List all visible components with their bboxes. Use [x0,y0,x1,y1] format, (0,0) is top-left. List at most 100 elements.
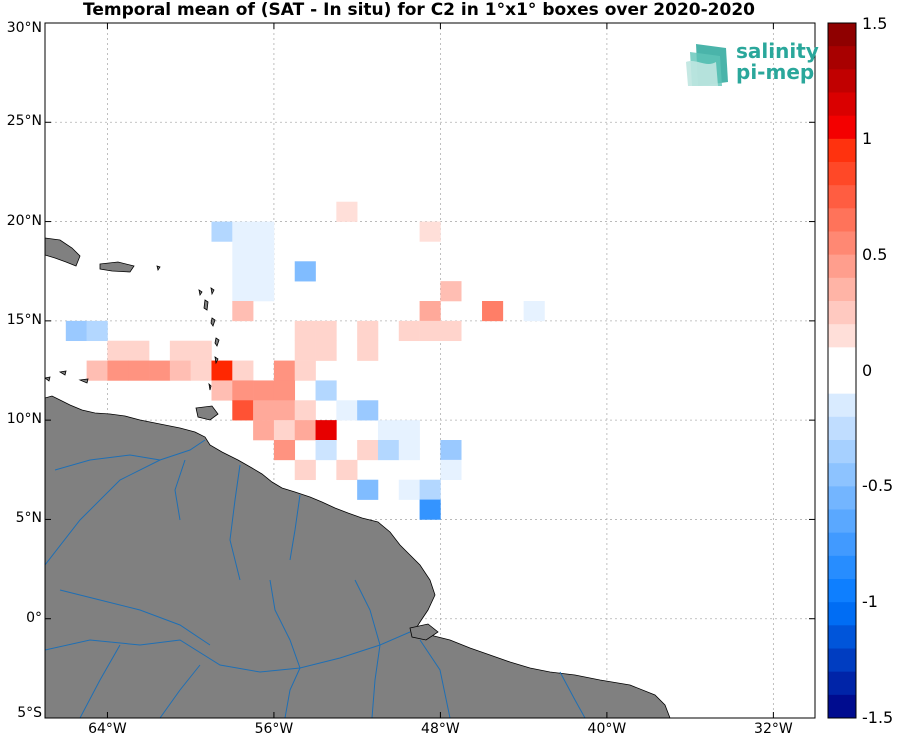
salinity-pi-mep-logo: salinity pi-mep [686,39,819,88]
marajo-island-land [409,623,439,641]
colorbar-step [828,277,856,302]
data-cell [294,420,316,441]
data-cell [315,340,337,361]
data-cell [440,440,462,461]
data-cell [232,360,254,381]
xingu-river [371,644,381,718]
caroni-river [174,459,186,521]
data-cell [273,360,296,381]
data-cell [294,360,316,381]
data-cell [107,360,129,381]
data-cell [107,340,129,361]
colorbar-step [828,671,856,696]
data-cell [232,261,254,282]
corantijn-river [289,494,301,561]
trinidad-land [195,405,219,421]
colorbar-tick-label: 1 [862,128,873,148]
data-cell [190,340,212,361]
colorbar-tick-label: 1.5 [862,14,888,33]
tocantins-river [419,639,451,718]
colorbar-tick-label: 0 [862,360,873,380]
data-cell [294,340,316,361]
orinoco-river [45,439,206,566]
data-cell [419,499,441,520]
data-cell [398,320,420,342]
colorbar-step [828,440,856,464]
y-tick-label: 15°N [6,311,42,328]
data-cell [336,459,358,481]
colorbar-step [828,370,856,395]
data-cell [273,380,296,401]
colorbar-step [828,579,856,603]
y-tick-label: 0° [26,609,42,626]
data-cell [357,440,379,461]
y-tick-label: 25°N [6,113,42,130]
colorbar-step [828,416,856,441]
aruba-curacao-land [45,370,89,384]
parnaiba-river [559,671,586,718]
x-tick-label: 56°W [254,721,294,737]
colorbar-step [828,69,856,93]
data-cell [65,320,87,342]
data-cell [169,340,191,361]
data-cell [253,261,275,282]
data-cell [86,360,108,381]
trombetas-river [269,579,301,669]
chart-title: Temporal mean of (SAT - In situ) for C2 … [83,0,755,20]
logo-text-salinity: salinity [736,39,819,63]
colorbar-step [828,393,856,418]
rivers [45,439,586,718]
colorbar-step [828,324,856,348]
colorbar-step [828,301,856,325]
data-cell [253,420,275,441]
x-tick-label: 40°W [587,721,627,737]
colorbar-step [828,625,856,649]
data-cell [357,400,379,421]
data-cell [357,479,379,500]
data-cell [315,440,337,461]
data-cell [232,241,254,262]
colorbar-tick-label: 0.5 [862,244,888,264]
data-cell [253,221,275,242]
colorbar-step [828,509,856,534]
colorbar-step [828,46,856,70]
essequibo-river [229,464,241,581]
data-cell [440,459,462,481]
data-cell [357,340,379,361]
data-cell [315,420,337,441]
orinoco-tributary [54,454,161,471]
data-cell [398,440,420,461]
colorbar-tick-label: -1 [862,592,878,612]
data-cell [377,420,400,441]
data-cell [253,281,275,302]
data-cell [253,400,275,421]
x-tick-label: 64°W [88,721,127,737]
colorbar-step [828,162,856,186]
data-cell [294,459,316,481]
hispaniola-land [45,237,81,267]
colorbar-step [828,463,856,487]
y-tick-label: 20°N [6,212,42,229]
data-cell [128,340,150,361]
puerto-rico-land [99,261,135,273]
data-cell [253,241,275,262]
data-cell [273,400,296,421]
x-tick-label: 48°W [421,721,460,737]
data-cell [482,301,504,322]
colorbar-step [828,602,856,626]
land-layer [45,237,671,718]
colorbar-step [828,23,856,47]
colorbar-step [828,254,856,279]
colorbar-tick-label: -1.5 [862,708,894,727]
data-cell [169,360,191,381]
colorbar-step [828,347,856,371]
data-cell [398,420,420,441]
plot-frame [44,22,816,719]
negro-river [59,589,211,646]
data-cell [253,380,275,401]
data-cell [149,360,171,381]
logo-text-pi-mep: pi-mep [736,60,815,84]
data-cell [273,420,296,441]
colorbar-step [828,555,856,580]
